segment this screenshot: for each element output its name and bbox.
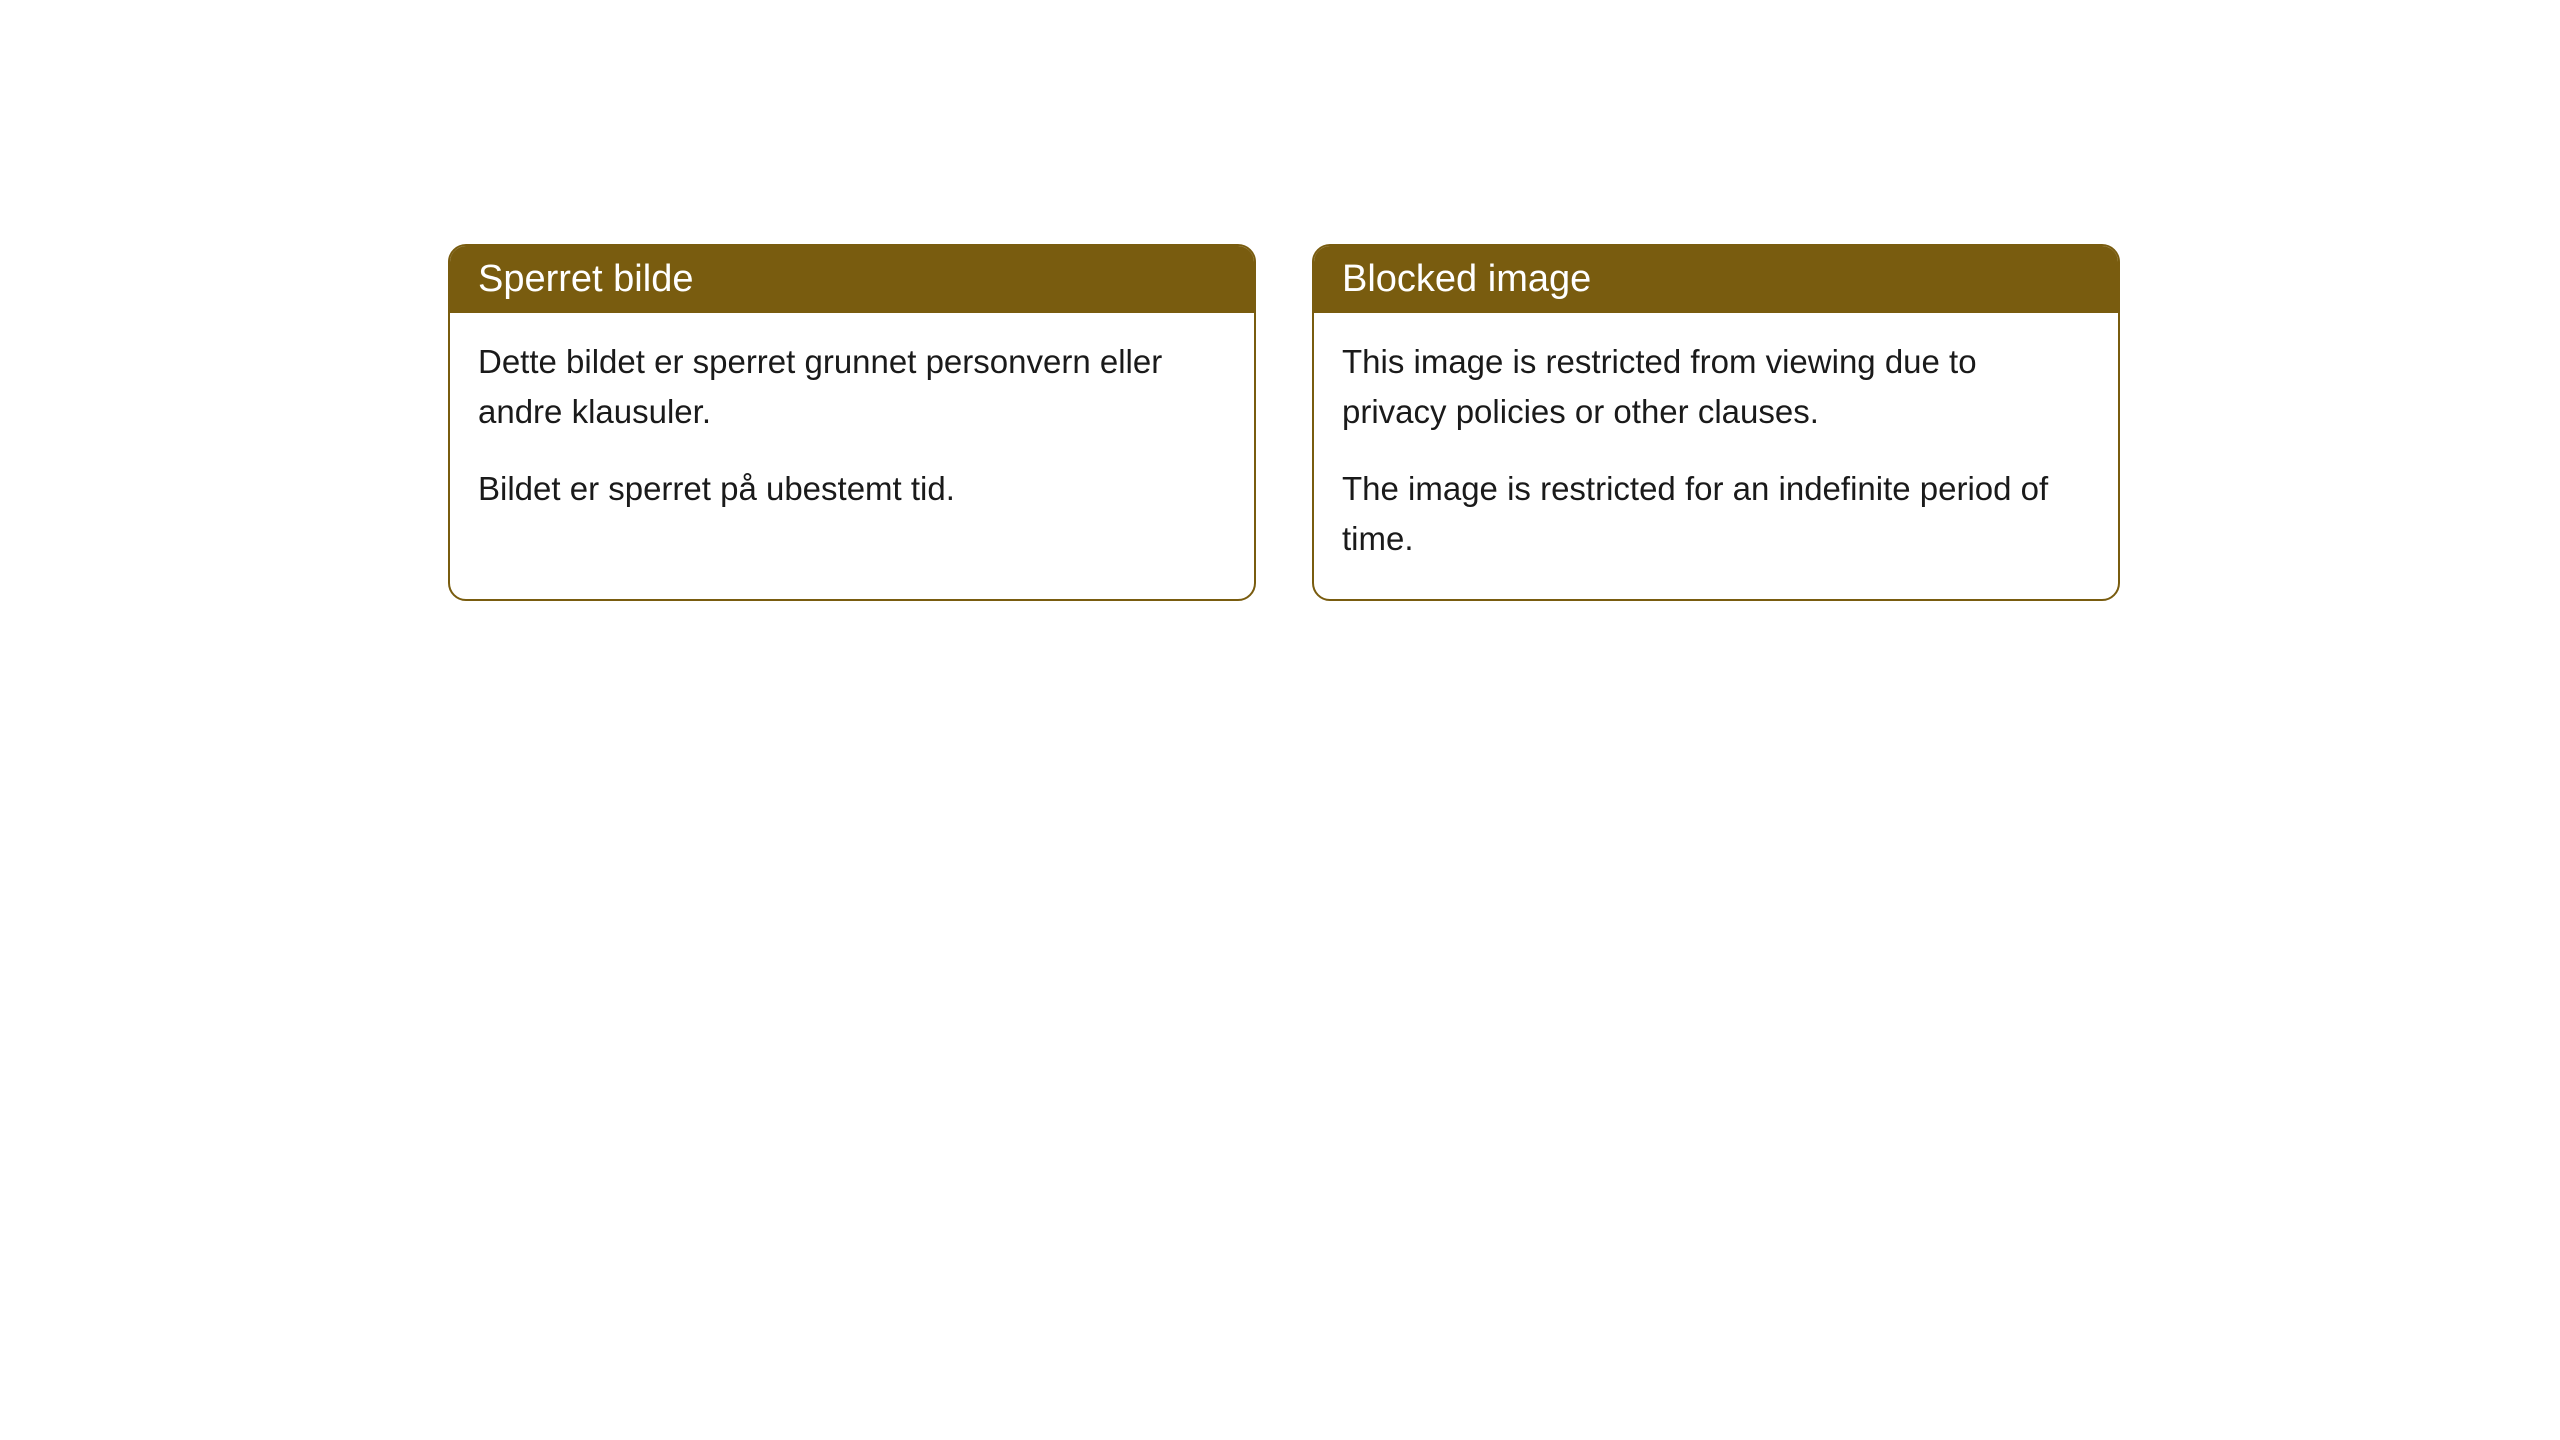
card-header: Blocked image xyxy=(1314,246,2118,313)
card-header: Sperret bilde xyxy=(450,246,1254,313)
card-paragraph: The image is restricted for an indefinit… xyxy=(1342,464,2090,563)
cards-container: Sperret bilde Dette bildet er sperret gr… xyxy=(0,0,2560,601)
card-paragraph: Bildet er sperret på ubestemt tid. xyxy=(478,464,1226,514)
card-body: Dette bildet er sperret grunnet personve… xyxy=(450,313,1254,550)
card-title: Blocked image xyxy=(1342,258,1591,300)
card-paragraph: This image is restricted from viewing du… xyxy=(1342,337,2090,436)
card-title: Sperret bilde xyxy=(478,258,693,300)
blocked-image-card-english: Blocked image This image is restricted f… xyxy=(1312,244,2120,601)
card-paragraph: Dette bildet er sperret grunnet personve… xyxy=(478,337,1226,436)
blocked-image-card-norwegian: Sperret bilde Dette bildet er sperret gr… xyxy=(448,244,1256,601)
card-body: This image is restricted from viewing du… xyxy=(1314,313,2118,599)
